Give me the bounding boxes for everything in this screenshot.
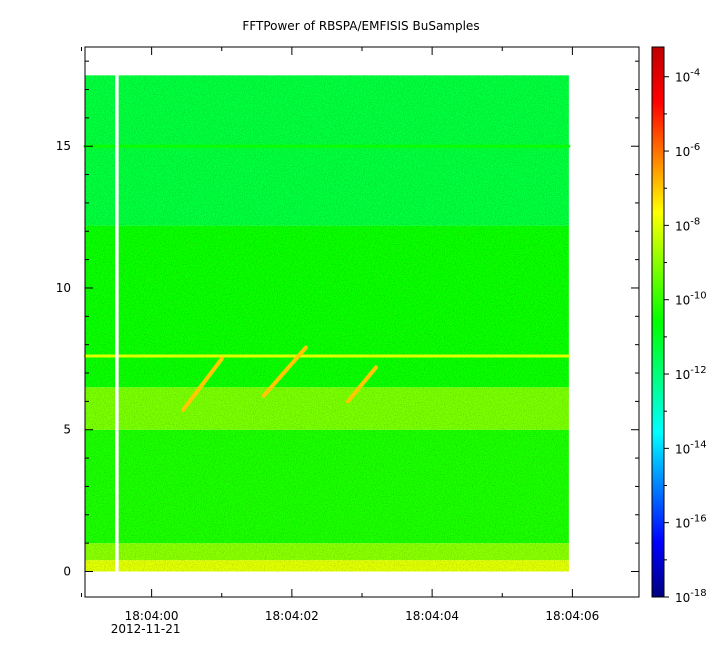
colorbar-tick-label: 10-16 — [675, 514, 707, 531]
y-tick-label: 5 — [63, 423, 71, 437]
colorbar-tick-base: 10 — [675, 145, 690, 159]
colorbar-tick-base: 10 — [675, 517, 690, 531]
y-tick-label: 15 — [56, 139, 71, 153]
spectral-feature-2 — [181, 356, 224, 412]
colorbar-tick-label: 10-10 — [675, 291, 707, 308]
colorbar-tick-exponent: -14 — [690, 439, 706, 450]
colorbar-tick-label: 10-12 — [675, 365, 707, 382]
colorbar-tick-exponent: -16 — [690, 514, 706, 525]
colorbar-tick-base: 10 — [675, 442, 690, 456]
data-gap-stripe — [115, 74, 119, 573]
colorbar-tick-exponent: -6 — [690, 142, 700, 153]
x-tick-label: 18:04:02 — [265, 609, 319, 623]
colorbar-tick-exponent: -4 — [690, 68, 700, 79]
spectrum-noise-texture — [85, 75, 569, 572]
colorbar-tick-base: 10 — [675, 219, 690, 233]
colorbar-fill — [652, 47, 664, 597]
colorbar-tick-label: 10-14 — [675, 439, 707, 456]
spectral-feature-4 — [345, 365, 379, 404]
colorbar-tick-base: 10 — [675, 71, 690, 85]
x-tick-label: 18:04:00 — [125, 609, 179, 623]
data-gap — [115, 74, 119, 573]
colorbar-tick-base: 10 — [675, 294, 690, 308]
colorbar-tick-base: 10 — [675, 368, 690, 382]
colorbar-tick-base: 10 — [675, 591, 690, 605]
y-tick-label: 0 — [63, 564, 71, 578]
chart-title: FFTPower of RBSPA/EMFISIS BuSamples — [242, 19, 479, 33]
colorbar-tick-label: 10-18 — [675, 588, 707, 605]
y-tick-label: 10 — [56, 281, 71, 295]
colorbar-tick-exponent: -10 — [690, 291, 706, 302]
x-tick-label: 18:04:04 — [405, 609, 459, 623]
x-tick-label: 18:04:06 — [545, 609, 599, 623]
colorbar-frame — [651, 46, 665, 598]
x-tick-sublabel: 2012-11-21 — [111, 622, 181, 636]
colorbar-tick-exponent: -18 — [690, 588, 706, 599]
colorbar-tick-exponent: -8 — [690, 216, 700, 227]
spectral-features — [83, 144, 571, 412]
colorbar-tick-exponent: -12 — [690, 365, 706, 376]
colorbar-tick-label: 10-6 — [675, 142, 700, 159]
colorbar-tick-label: 10-8 — [675, 216, 700, 233]
spectrogram-heatmap — [85, 75, 569, 572]
colorbar-tick-label: 10-4 — [675, 68, 700, 85]
y-axis: 0 5 10 15 — [56, 60, 639, 578]
spectral-feature-3 — [261, 345, 308, 398]
